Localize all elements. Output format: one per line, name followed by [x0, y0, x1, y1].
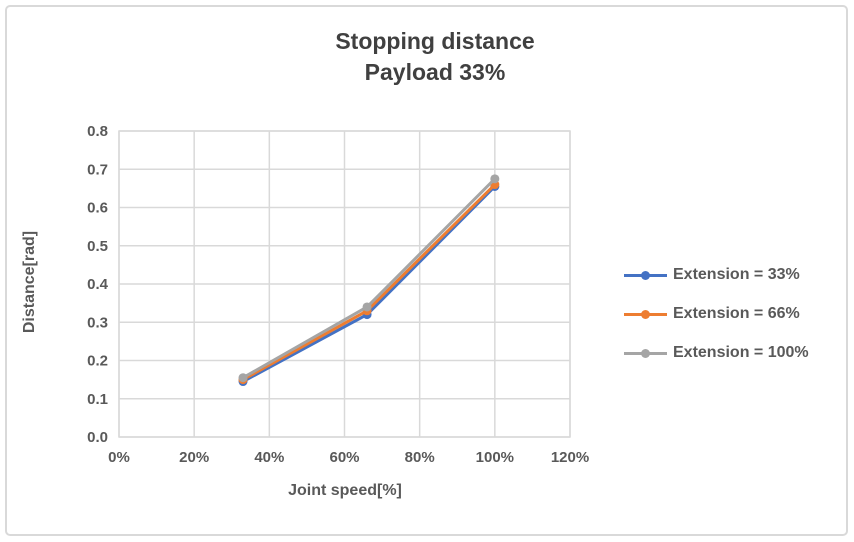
y-tick-label: 0.7	[87, 161, 108, 178]
plot-border	[118, 130, 571, 438]
x-tick-label: 120%	[551, 449, 589, 466]
legend-line-marker-icon	[624, 270, 667, 280]
data-point-marker	[362, 302, 372, 312]
series-line	[241, 177, 497, 380]
legend-dot-icon	[641, 348, 650, 358]
y-tick-label: 0.1	[87, 391, 108, 408]
chart-title: Stopping distance Payload 33%	[120, 26, 750, 88]
series-line	[241, 183, 497, 382]
data-point-marker	[238, 373, 248, 383]
x-tick-label: 40%	[254, 449, 284, 466]
x-tick-label: 20%	[179, 449, 209, 466]
y-tick-label: 0.6	[87, 200, 108, 217]
legend-entry: Extension = 33%	[624, 264, 809, 286]
legend-label: Extension = 66%	[673, 305, 800, 322]
y-axis-title: Distance[rad]	[21, 230, 38, 334]
x-tick-label: 80%	[405, 449, 435, 466]
y-tick-label: 0.0	[87, 429, 108, 446]
y-tick-label: 0.2	[87, 353, 108, 370]
legend: Extension = 33% Extension = 66% Extensio…	[624, 264, 809, 364]
legend-dot-icon	[641, 270, 650, 280]
legend-label: Extension = 100%	[673, 344, 809, 361]
x-tick-label: 0%	[108, 449, 130, 466]
data-point-marker	[490, 174, 500, 184]
legend-entry: Extension = 66%	[624, 303, 809, 325]
chart-title-line1: Stopping distance	[335, 28, 535, 54]
y-tick-label: 0.5	[87, 238, 108, 255]
y-tick-label: 0.4	[87, 276, 109, 293]
legend-entry: Extension = 100%	[624, 342, 809, 364]
x-axis-title: Joint speed[%]	[288, 482, 402, 499]
legend-label: Extension = 33%	[673, 266, 800, 283]
legend-line-marker-icon	[624, 309, 667, 319]
y-tick-label: 0.8	[87, 123, 108, 140]
legend-line-marker-icon	[624, 348, 667, 358]
x-tick-label: 100%	[476, 449, 514, 466]
legend-dot-icon	[641, 309, 650, 319]
x-tick-label: 60%	[329, 449, 359, 466]
y-tick-label: 0.3	[87, 314, 108, 331]
chart-title-line2: Payload 33%	[364, 59, 506, 85]
